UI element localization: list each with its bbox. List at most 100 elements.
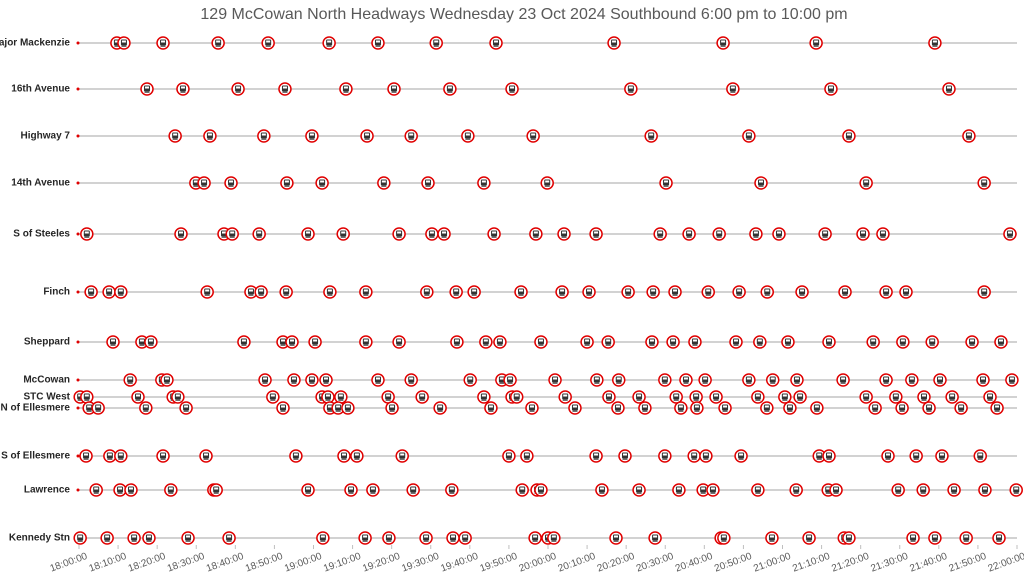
bus-window: [765, 289, 770, 292]
bus-window: [519, 289, 524, 292]
bus-marker: [729, 335, 743, 349]
bus-window: [649, 133, 654, 136]
bus-marker: [458, 531, 472, 545]
bus-marker: [181, 531, 195, 545]
bus-marker: [638, 401, 652, 415]
bus-window: [649, 339, 654, 342]
bus-window: [180, 86, 185, 89]
bus-window: [327, 289, 332, 292]
bus-window: [553, 377, 558, 380]
bus-marker: [994, 335, 1008, 349]
bus-window: [674, 394, 679, 397]
bus-window: [263, 377, 268, 380]
bus-window: [966, 133, 971, 136]
row-start-dot: [76, 181, 80, 185]
bus-window: [111, 339, 116, 342]
bus-window: [616, 377, 621, 380]
bus-marker: [658, 373, 672, 387]
bus-window: [96, 405, 101, 408]
bus-marker: [358, 531, 372, 545]
bus-marker: [992, 531, 1006, 545]
bus-marker: [659, 176, 673, 190]
bus-window: [257, 231, 262, 234]
bus-window: [959, 405, 964, 408]
bus-marker: [509, 390, 524, 404]
bus-marker: [156, 36, 170, 50]
bus-window: [828, 86, 833, 89]
bus-window: [514, 394, 519, 397]
bus-window: [817, 453, 822, 456]
bus-window: [846, 133, 851, 136]
bus-marker: [106, 335, 120, 349]
bus-marker: [696, 483, 710, 497]
bus-marker: [305, 129, 319, 143]
x-tick-label: 21:30:00: [869, 551, 910, 575]
bus-window: [161, 40, 166, 43]
bus-marker: [751, 483, 765, 497]
row-start-dot: [76, 378, 80, 382]
bus-window: [710, 487, 715, 490]
bus-marker: [689, 390, 703, 404]
bus-window: [982, 180, 987, 183]
bus-window: [306, 487, 311, 490]
bus-marker: [252, 227, 266, 241]
bus-window: [447, 86, 452, 89]
bus-marker: [742, 373, 756, 387]
bus-window: [995, 405, 1000, 408]
bus-marker: [632, 483, 646, 497]
bus-window: [563, 394, 568, 397]
bus-window: [107, 453, 112, 456]
bus-marker: [976, 373, 990, 387]
bus-marker: [624, 82, 638, 96]
bus-window: [438, 405, 443, 408]
bus-marker: [928, 531, 942, 545]
bus-marker: [279, 285, 293, 299]
bus-marker: [881, 449, 895, 463]
bus-marker: [520, 449, 534, 463]
bus-window: [230, 231, 235, 234]
bus-marker: [809, 36, 823, 50]
bus-marker: [868, 401, 882, 415]
x-tick-label: 18:50:00: [244, 551, 285, 575]
bus-marker: [366, 483, 380, 497]
bus-window: [325, 394, 330, 397]
bus-window: [798, 394, 803, 397]
bus-window: [827, 453, 832, 456]
bus-window: [950, 394, 955, 397]
bus-marker: [717, 531, 731, 545]
bus-marker: [443, 82, 457, 96]
bus-marker: [321, 390, 335, 404]
row-label: McCowan: [23, 375, 70, 386]
bus-marker: [699, 449, 713, 463]
bus-marker: [392, 335, 406, 349]
bus-marker: [601, 335, 615, 349]
bus-window: [770, 377, 775, 380]
bus-window: [375, 40, 380, 43]
bus-window: [794, 377, 799, 380]
bus-marker: [772, 227, 786, 241]
bus-window: [499, 377, 504, 380]
bus-window: [978, 453, 983, 456]
bus-window: [826, 487, 831, 490]
bus-window: [692, 339, 697, 342]
bus-window: [139, 339, 144, 342]
bus-window: [755, 394, 760, 397]
bus-window: [594, 231, 599, 234]
bus-window: [1009, 377, 1014, 380]
bus-window: [723, 405, 728, 408]
bus-marker: [889, 390, 903, 404]
bus-window: [118, 487, 123, 490]
bus-marker: [420, 285, 434, 299]
x-tick-label: 20:40:00: [674, 551, 715, 575]
bus-marker: [73, 531, 87, 545]
bus-marker: [156, 449, 170, 463]
bus-window: [562, 231, 567, 234]
bus-window: [468, 377, 473, 380]
bus-marker: [168, 129, 182, 143]
bus-marker: [437, 227, 451, 241]
bus-window: [392, 86, 397, 89]
bus-window: [320, 180, 325, 183]
row-label: Lawrence: [24, 485, 71, 496]
bus-marker: [658, 449, 672, 463]
